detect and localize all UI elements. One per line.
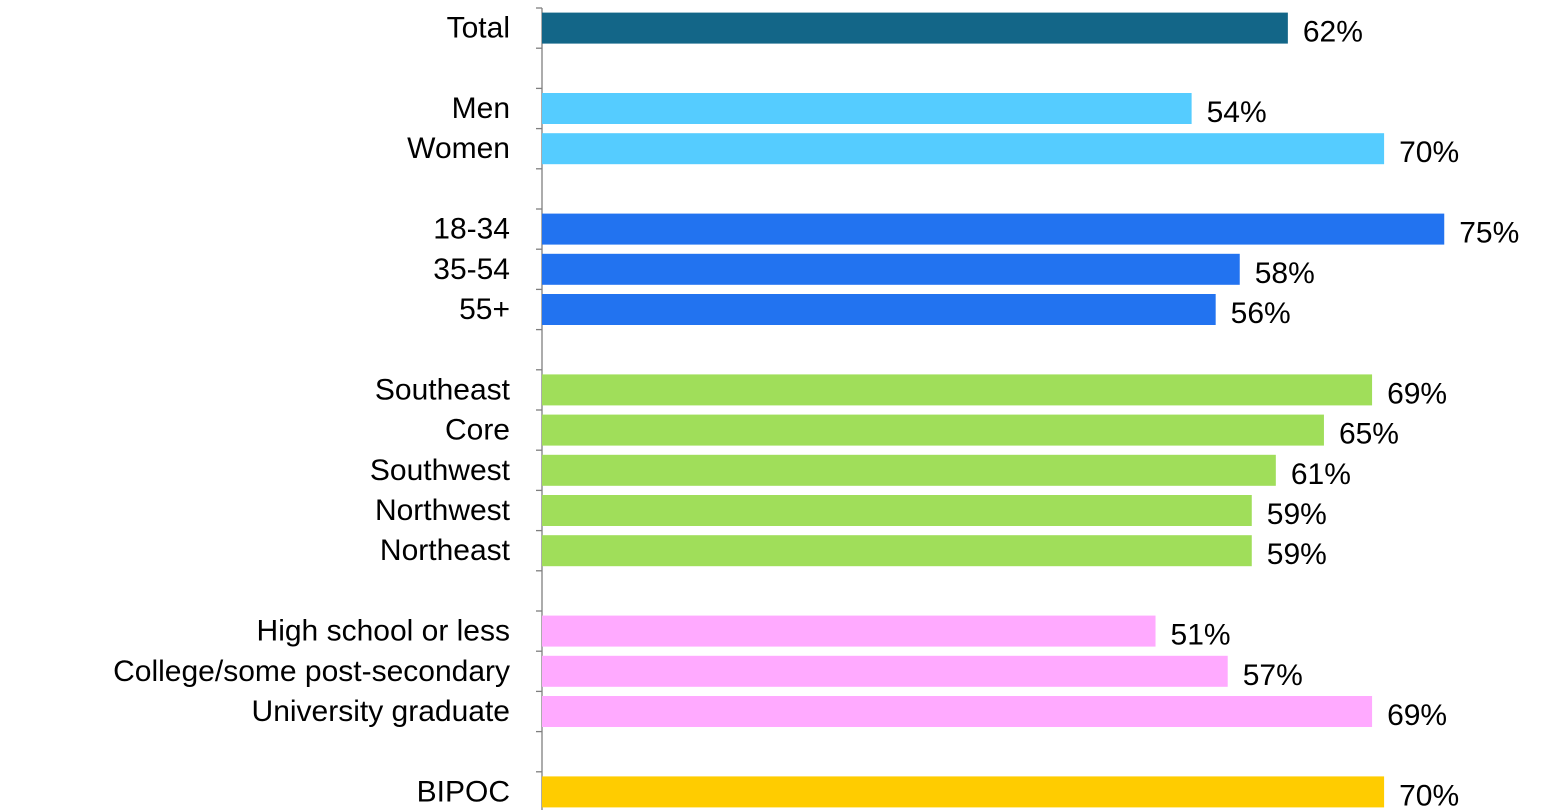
value-label-2-2: 56% <box>1231 297 1291 330</box>
bar-1-0 <box>542 93 1192 124</box>
bar-3-2 <box>542 454 1276 486</box>
bar-4-1 <box>542 655 1228 687</box>
value-label-2-0: 75% <box>1459 217 1519 250</box>
bar-2-0 <box>542 213 1445 245</box>
value-label-4-0: 51% <box>1171 619 1231 652</box>
category-label-3-2: Southwest <box>370 454 511 487</box>
value-label-3-2: 61% <box>1291 458 1351 491</box>
value-label-3-3: 59% <box>1267 498 1327 531</box>
bar-2-2 <box>542 294 1216 325</box>
category-label-4-1: College/some post-secondary <box>113 655 510 688</box>
category-label-2-1: 35-54 <box>433 253 510 286</box>
value-label-1-1: 70% <box>1399 136 1459 169</box>
bar-4-2 <box>542 696 1373 727</box>
category-label-4-0: High school or less <box>257 615 510 648</box>
value-label-5-0: 70% <box>1399 779 1459 810</box>
value-label-1-0: 54% <box>1207 96 1267 129</box>
bar-4-0 <box>542 615 1156 647</box>
category-label-1-0: Men <box>452 92 510 125</box>
value-label-2-1: 58% <box>1255 257 1315 290</box>
bar-2-1 <box>542 253 1240 285</box>
bar-3-1 <box>542 414 1324 446</box>
category-label-4-2: University graduate <box>252 695 510 728</box>
category-label-0-0: Total <box>447 12 510 45</box>
value-label-4-2: 69% <box>1387 699 1447 732</box>
value-label-3-4: 59% <box>1267 538 1327 571</box>
category-label-3-3: Northwest <box>375 494 511 527</box>
value-label-3-1: 65% <box>1339 418 1399 451</box>
bar-0-0 <box>542 12 1288 44</box>
category-label-3-1: Core <box>445 414 510 447</box>
category-label-2-0: 18-34 <box>433 213 510 246</box>
value-label-4-1: 57% <box>1243 659 1303 692</box>
category-label-1-1: Women <box>407 132 510 165</box>
bar-5-0 <box>542 776 1385 808</box>
category-label-5-0: BIPOC <box>417 775 510 808</box>
category-label-2-2: 55+ <box>459 293 510 326</box>
value-label-3-0: 69% <box>1387 377 1447 410</box>
bar-3-0 <box>542 374 1373 406</box>
bar-3-3 <box>542 495 1252 526</box>
value-label-0-0: 62% <box>1303 16 1363 49</box>
category-label-3-0: Southeast <box>375 373 511 406</box>
bar-3-4 <box>542 535 1252 567</box>
category-label-3-4: Northeast <box>380 534 511 567</box>
bar-1-1 <box>542 133 1385 165</box>
